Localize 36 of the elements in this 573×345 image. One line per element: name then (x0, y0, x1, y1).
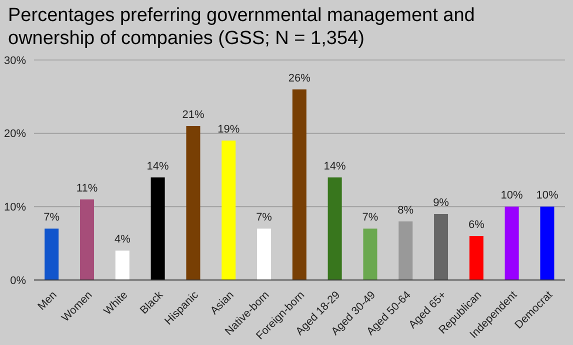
data-label: 7% (362, 212, 378, 224)
bar (434, 214, 448, 280)
data-label: 10% (536, 190, 558, 202)
bar (44, 228, 59, 280)
data-label: 21% (182, 109, 204, 121)
data-label: 8% (398, 204, 414, 216)
bar (257, 228, 272, 280)
data-label: 14% (146, 160, 170, 172)
data-label: 26% (288, 72, 311, 84)
data-label: 7% (256, 212, 272, 224)
data-label: 19% (218, 124, 240, 136)
bar (540, 206, 554, 280)
data-label: 4% (114, 234, 131, 246)
data-label: 11% (76, 182, 98, 194)
chart-title: Percentages preferring governmental management and ownership of companies (GSS; N = 1,354) (8, 4, 476, 50)
bar (186, 126, 200, 280)
y-tick-label: 30% (4, 54, 26, 67)
y-tick-label: 20% (4, 128, 26, 140)
bar (222, 140, 236, 280)
bar (469, 236, 484, 280)
bar (80, 199, 94, 280)
bar (504, 206, 519, 280)
data-label: 7% (44, 212, 60, 224)
bar (292, 89, 306, 280)
bar (363, 228, 378, 280)
bar (115, 250, 130, 280)
x-tick-label: Men (36, 289, 60, 313)
data-label: 6% (468, 219, 485, 231)
y-tick-label: 10% (4, 202, 26, 214)
bar (150, 177, 165, 280)
y-tick-label: 0% (10, 274, 26, 287)
data-label: 10% (500, 190, 524, 202)
bar (328, 177, 342, 280)
bar (398, 221, 413, 280)
data-label: 9% (433, 197, 450, 209)
data-label: 14% (324, 160, 346, 172)
